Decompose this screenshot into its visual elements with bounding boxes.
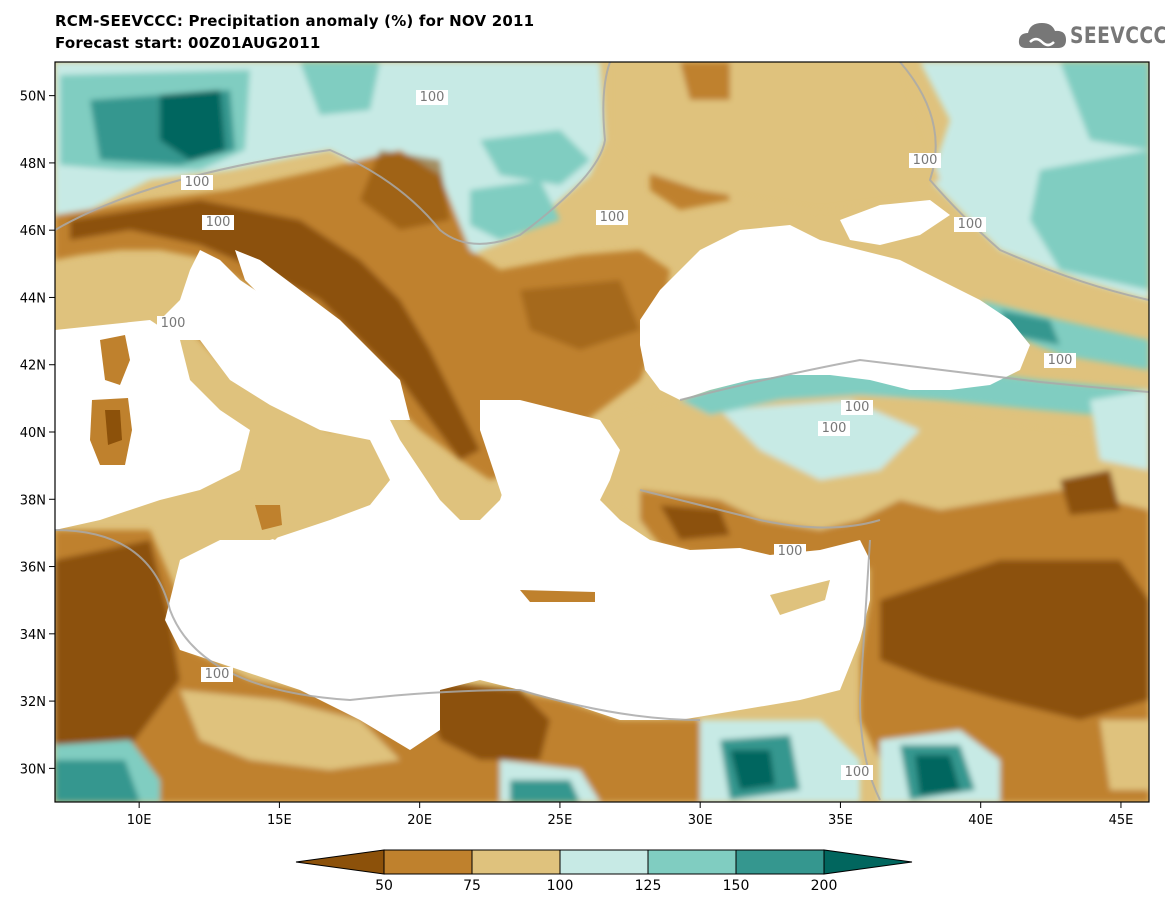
colorbar-segment	[647, 849, 737, 875]
colorbar-label: 100	[547, 878, 574, 894]
chart-title: RCM-SEEVCCC: Precipitation anomaly (%) f…	[55, 12, 535, 30]
contour-label-bg	[181, 175, 213, 190]
contour-label-bg	[157, 316, 189, 331]
colorbar-label: 150	[723, 878, 750, 894]
y-tick-label: 36N	[20, 561, 46, 576]
islands	[90, 335, 830, 615]
contour-label: 100	[845, 400, 870, 415]
contour-label-bg	[909, 153, 941, 168]
cloud-icon	[1018, 23, 1066, 48]
y-tick-label: 32N	[20, 695, 46, 710]
x-axis: 10E 15E 20E 25E 30E 35E 40E 45E	[127, 802, 1134, 828]
colorbar-segment	[471, 849, 561, 875]
y-tick-label: 44N	[20, 291, 46, 306]
contour-labels: 100 100 100 100 100 100 100 100 100 100 100 100 100	[157, 90, 1076, 780]
y-tick-label: 42N	[20, 359, 46, 374]
y-tick-label: 50N	[20, 90, 46, 105]
colorbar: 50 75 100 125 150 200	[295, 849, 913, 894]
y-tick-label: 30N	[20, 762, 46, 777]
seevccc-logo: SEEVCCC	[1018, 18, 1165, 58]
y-tick-label: 34N	[20, 628, 46, 643]
y-tick-label: 38N	[20, 493, 46, 508]
x-tick-label: 20E	[407, 813, 432, 828]
colorbar-segment	[735, 849, 825, 875]
contour-label-bg	[202, 215, 234, 230]
contour-label-bg	[841, 400, 873, 415]
y-tick-label: 48N	[20, 157, 46, 172]
contour-label: 100	[205, 667, 230, 682]
colorbar-segment	[383, 849, 473, 875]
contour-label-bg	[201, 667, 233, 682]
contour-label: 100	[913, 153, 938, 168]
x-tick-label: 25E	[548, 813, 573, 828]
contour-label-bg	[954, 217, 986, 232]
contour-label-bg	[596, 210, 628, 225]
contour-label: 100	[845, 765, 870, 780]
x-tick-label: 15E	[267, 813, 292, 828]
y-tick-label: 46N	[20, 224, 46, 239]
contour-label-bg	[841, 765, 873, 780]
x-tick-label: 40E	[968, 813, 993, 828]
map-area	[55, 62, 1149, 802]
contour-label: 100	[161, 316, 186, 331]
colorbar-segment	[559, 849, 649, 875]
colorbar-label: 75	[463, 878, 481, 894]
colorbar-extend-low	[295, 849, 385, 875]
contour-label: 100	[822, 421, 847, 436]
contour-label: 100	[1048, 353, 1073, 368]
colorbar-label: 200	[811, 878, 838, 894]
x-tick-label: 10E	[127, 813, 152, 828]
x-tick-label: 35E	[828, 813, 853, 828]
contour-label-bg	[774, 544, 806, 559]
x-tick-label: 30E	[688, 813, 713, 828]
contour-label: 100	[206, 215, 231, 230]
chart-subtitle: Forecast start: 00Z01AUG2011	[55, 34, 321, 52]
sea-mask	[55, 200, 1030, 750]
x-tick-label: 45E	[1109, 813, 1134, 828]
contour-label-bg	[1044, 353, 1076, 368]
contour-label: 100	[778, 544, 803, 559]
contour-label-bg	[818, 421, 850, 436]
colorbar-extend-high	[823, 849, 913, 875]
logo-text: SEEVCCC	[1070, 24, 1165, 49]
colorbar-label: 50	[375, 878, 393, 894]
contour-label: 100	[600, 210, 625, 225]
contour-label-bg	[416, 90, 448, 105]
y-axis: 50N 48N 46N 44N 42N 40N 38N 36N 34N 32N 30N	[20, 90, 55, 777]
y-tick-label: 40N	[20, 426, 46, 441]
contour-label: 100	[420, 90, 445, 105]
colorbar-label: 125	[635, 878, 662, 894]
contour-label: 100	[185, 175, 210, 190]
contour-label: 100	[958, 217, 983, 232]
